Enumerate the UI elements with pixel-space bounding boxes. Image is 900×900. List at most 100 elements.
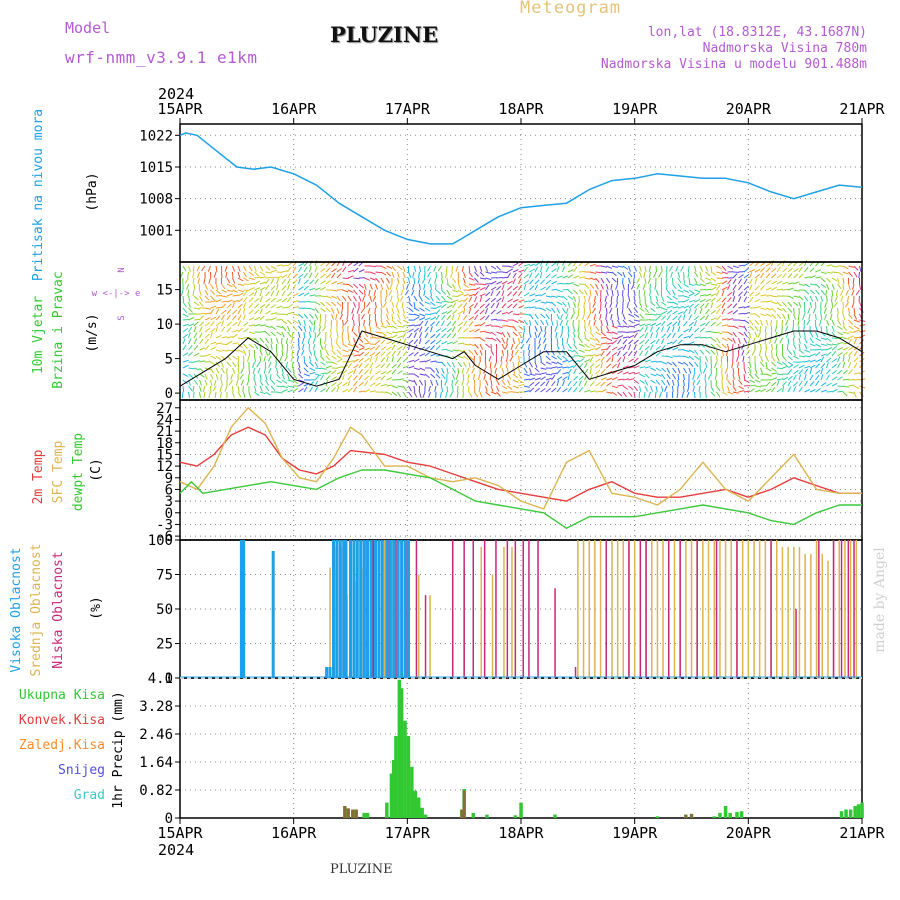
mid-cloud-bar <box>622 540 624 678</box>
total-precip-bar <box>853 806 857 818</box>
wind-arrow <box>626 301 629 309</box>
wind-arrow <box>621 307 624 314</box>
wind-arrow <box>534 284 539 291</box>
wind-arrow <box>463 271 466 278</box>
total-precip-bar <box>391 760 396 818</box>
wind-arrow <box>798 301 802 308</box>
wind-arrow <box>842 313 846 320</box>
wind-arrow <box>342 325 344 332</box>
wind-arrow <box>732 331 737 338</box>
temp-yunit: (C) <box>89 458 104 481</box>
wind-arrow <box>281 270 288 273</box>
wind-arrow <box>765 267 771 273</box>
wind-arrow <box>413 358 420 363</box>
pressure-yunit: (hPa) <box>85 172 100 211</box>
wind-arrow <box>636 283 640 290</box>
wind-arrow <box>369 277 376 281</box>
wind-arrow <box>182 307 188 314</box>
wind-arrow <box>402 379 409 383</box>
wind-arrow <box>721 391 728 396</box>
wind-arrow <box>270 317 277 321</box>
wind-arrow <box>672 315 678 321</box>
wind-arrow <box>419 295 423 302</box>
wind-arrow <box>395 301 398 308</box>
wind-arrow <box>529 285 535 291</box>
wind-arrow <box>842 337 849 340</box>
wind-arrow <box>820 374 824 381</box>
wind-arrow <box>518 272 523 279</box>
low-cloud-bar <box>574 667 577 678</box>
wind-arrow <box>545 307 552 312</box>
wind-arrow <box>430 339 436 345</box>
wind-arrow <box>705 379 707 387</box>
low-cloud-bar <box>832 540 835 678</box>
wind-arrow <box>368 319 371 326</box>
wind-arrow <box>710 343 716 349</box>
wind-arrow <box>325 267 331 273</box>
wind-arrow <box>248 343 254 349</box>
wind-arrow <box>237 391 242 398</box>
wind-arrow <box>809 374 814 381</box>
mid-cloud-bar <box>798 546 801 678</box>
wind-arrow <box>622 265 629 270</box>
wind-arrow <box>269 373 272 381</box>
wind-arrow <box>501 385 508 390</box>
x-axis-top-label: 18APR <box>498 100 544 118</box>
mid-cloud-bar <box>702 540 704 678</box>
wind-arrow <box>710 391 716 397</box>
wind-arrow <box>567 295 574 300</box>
wind-arrow <box>270 304 277 309</box>
wind-arrow <box>485 361 487 369</box>
y-tick-label: 15 <box>156 283 173 299</box>
wind-arrow <box>466 367 470 374</box>
wind-arrow <box>441 300 448 303</box>
wind-arrow <box>727 279 732 285</box>
y-tick-label: 3.28 <box>139 699 173 715</box>
wind-arrow <box>699 349 705 355</box>
wind-arrow <box>759 325 761 333</box>
wind-arrow <box>736 355 739 362</box>
wind-arrow <box>347 374 352 381</box>
wind-arrow <box>386 391 393 396</box>
wind-arrow <box>855 289 860 296</box>
wind-arrow <box>214 391 217 398</box>
wind-arrow <box>336 273 342 279</box>
wind-arrow <box>534 294 542 297</box>
wind-arrow <box>540 361 546 366</box>
wind-arrow <box>593 295 596 302</box>
wind-arrow <box>391 265 396 272</box>
wind-arrow <box>490 280 497 285</box>
wind-arrow <box>463 349 468 355</box>
wind-arrow <box>501 284 505 291</box>
wind-arrow <box>435 305 442 309</box>
wind-arrow <box>650 307 656 313</box>
wind-arrow <box>512 303 518 309</box>
wind-arrow <box>853 372 860 375</box>
low-cloud-bar <box>645 540 647 678</box>
wind-arrow <box>285 337 288 344</box>
wind-arrow <box>353 354 360 357</box>
wind-arrow <box>798 374 802 381</box>
wind-arrow <box>743 296 748 303</box>
wind-arrow <box>276 391 283 394</box>
wind-arrow <box>567 359 574 363</box>
wind-arrow <box>771 307 777 313</box>
wind-arrow <box>820 363 826 369</box>
wind-arrow <box>782 307 787 313</box>
wind-arrow <box>672 339 678 345</box>
wind-arrow <box>259 355 262 362</box>
wind-arrow <box>545 266 550 273</box>
y-tick-label: 27 <box>156 401 173 417</box>
wind-arrow <box>633 329 640 333</box>
wind-arrow <box>441 373 446 380</box>
wind-arrow <box>182 373 189 378</box>
wind-arrow <box>314 260 318 267</box>
wind-arrow <box>655 338 660 345</box>
wind-arrow <box>347 362 353 369</box>
wind-arrow <box>243 349 247 356</box>
wind-arrow <box>738 331 744 336</box>
wind-arrow <box>286 349 288 356</box>
wind-arrow <box>573 283 580 287</box>
wind-arrow <box>782 361 788 367</box>
wind-arrow <box>573 307 575 314</box>
